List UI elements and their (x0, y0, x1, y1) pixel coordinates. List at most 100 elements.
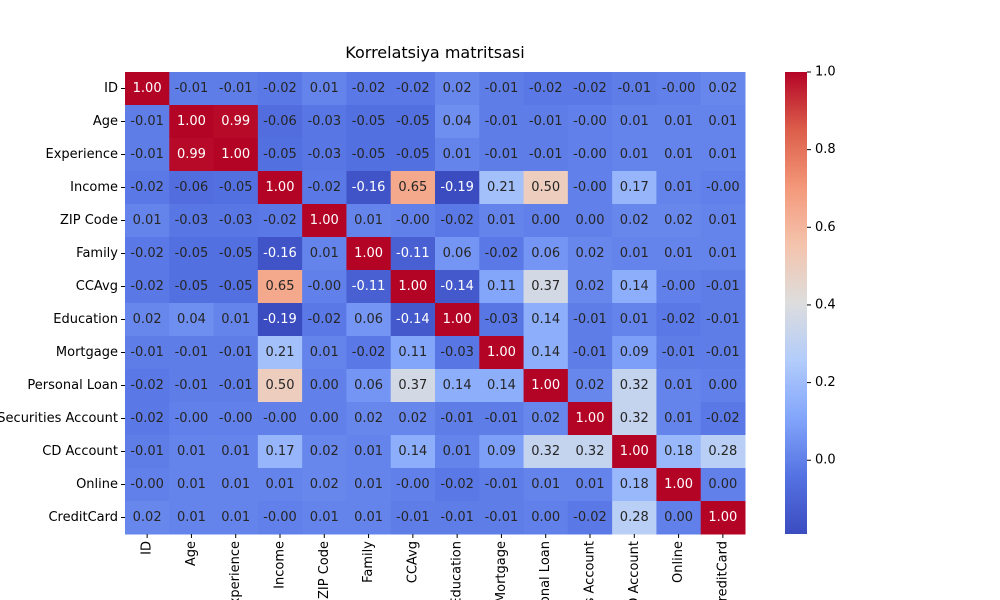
heatmap-cell (656, 237, 702, 271)
heatmap-cell (656, 270, 702, 304)
heatmap-cell (700, 435, 746, 469)
heatmap-cell (567, 72, 613, 106)
cell-label: -0.02 (573, 81, 607, 96)
cell-label: -0.01 (219, 345, 253, 360)
heatmap-cell (257, 270, 303, 304)
cell-label: 1.00 (443, 312, 472, 327)
cell-label: -0.01 (130, 444, 164, 459)
cell-label: -0.02 (529, 81, 563, 96)
heatmap-cell (656, 435, 702, 469)
heatmap-cell (656, 369, 702, 403)
cell-label: -0.01 (485, 114, 519, 129)
heatmap-cell (213, 369, 259, 403)
cell-label: 0.99 (221, 114, 250, 129)
cell-label: 0.01 (354, 510, 383, 525)
cell-label: 1.00 (531, 378, 560, 393)
heatmap-cell (346, 171, 392, 205)
x-tick-label: ZIP Code (317, 541, 332, 599)
heatmap-cell (390, 369, 436, 403)
heatmap-cell (435, 468, 480, 502)
heatmap-cell (479, 468, 525, 502)
heatmap-cell (700, 270, 746, 304)
heatmap-cell (125, 369, 170, 403)
cell-label: 0.01 (310, 246, 339, 261)
cell-label: 0.21 (266, 345, 295, 360)
heatmap-cell (125, 138, 170, 172)
heatmap-cell (257, 204, 303, 238)
cell-label: -0.02 (440, 477, 474, 492)
heatmap-cell (700, 501, 746, 535)
cell-label: 0.01 (664, 114, 693, 129)
heatmap-cell (700, 336, 746, 370)
cell-label: 0.01 (133, 213, 162, 228)
cell-label: -0.01 (440, 411, 474, 426)
heatmap-cell (700, 72, 746, 106)
cell-label: -0.05 (219, 246, 253, 261)
heatmap-cell (479, 237, 525, 271)
heatmap-cell (346, 336, 392, 370)
heatmap-cell (700, 105, 746, 139)
cell-label: -0.01 (175, 345, 209, 360)
cell-label: 0.02 (133, 510, 162, 525)
cell-label: 1.00 (310, 213, 339, 228)
cell-label: -0.01 (440, 510, 474, 525)
heatmap-cell (523, 204, 569, 238)
heatmap-cell (435, 369, 480, 403)
cell-label: 1.00 (664, 477, 693, 492)
cell-label: 0.17 (266, 444, 295, 459)
cell-label: -0.02 (130, 411, 164, 426)
cell-label: -0.14 (440, 279, 474, 294)
heatmap-cell (435, 501, 480, 535)
cell-label: -0.01 (662, 345, 696, 360)
heatmap-cell (479, 204, 525, 238)
heatmap-cell (346, 72, 392, 106)
x-tick-label: CCAvg (405, 541, 420, 583)
cell-label: 0.06 (443, 246, 472, 261)
cell-label: -0.00 (573, 180, 607, 195)
heatmap-cell (302, 468, 347, 502)
cell-label: 1.00 (266, 180, 295, 195)
x-tick-label: Age (184, 541, 199, 566)
cell-label: 0.02 (354, 411, 383, 426)
cell-label: -0.02 (263, 213, 297, 228)
x-tick-label: Education (450, 541, 465, 600)
heatmap-cell (390, 138, 436, 172)
heatmap-cell (302, 369, 347, 403)
heatmap-cell (125, 237, 170, 271)
heatmap-cell (213, 501, 259, 535)
heatmap-cell (125, 105, 170, 139)
cell-label: -0.02 (352, 345, 386, 360)
cell-label: -0.00 (662, 81, 696, 96)
cell-label: -0.16 (263, 246, 297, 261)
chart-title: Korrelatsiya matritsasi (345, 43, 524, 62)
cell-label: 0.28 (620, 510, 649, 525)
cell-label: -0.06 (263, 114, 297, 129)
heatmap-cell (567, 171, 613, 205)
heatmap-cell (302, 237, 347, 271)
cell-label: 0.00 (708, 477, 737, 492)
heatmap-cell (257, 72, 303, 106)
cell-label: 0.00 (310, 411, 339, 426)
cell-label: -0.02 (573, 510, 607, 525)
heatmap-cell (213, 303, 259, 337)
heatmap-cell (346, 204, 392, 238)
cell-label: -0.05 (396, 147, 430, 162)
cell-label: -0.01 (175, 81, 209, 96)
heatmap-cell (390, 336, 436, 370)
heatmap-cell (700, 468, 746, 502)
cell-label: 0.37 (398, 378, 427, 393)
heatmap-cell (523, 171, 569, 205)
heatmap-cell (213, 336, 259, 370)
heatmap-cell (125, 171, 170, 205)
colorbar-tick-label: 0.0 (815, 453, 836, 468)
heatmap-cell (302, 336, 347, 370)
cell-label: 0.01 (620, 114, 649, 129)
cell-label: 0.02 (310, 477, 339, 492)
cell-label: -0.05 (396, 114, 430, 129)
y-tick-label: Personal Loan (27, 378, 118, 393)
heatmap-cell (567, 435, 613, 469)
heatmap-cell (390, 72, 436, 106)
cell-label: 0.01 (708, 147, 737, 162)
cell-label: 0.14 (531, 345, 560, 360)
cell-label: 0.14 (487, 378, 516, 393)
